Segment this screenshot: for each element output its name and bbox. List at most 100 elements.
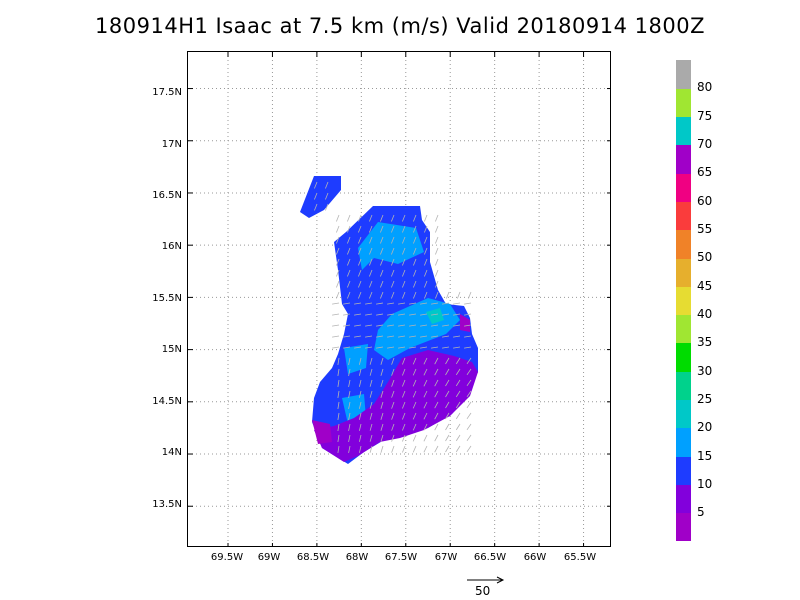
wind-vector — [387, 335, 395, 338]
wind-vector — [413, 280, 417, 288]
wind-vector — [376, 324, 384, 327]
wind-vector — [369, 258, 373, 266]
lat-label-14-5n: 14.5N — [152, 396, 182, 407]
wind-vector — [359, 379, 362, 387]
wind-vector — [420, 302, 428, 305]
wind-vector — [347, 236, 351, 244]
wind-vector — [380, 247, 384, 255]
colorbar-segment — [676, 484, 691, 514]
wind-vector — [402, 291, 406, 299]
wind-vector — [369, 412, 373, 420]
wind-vector — [347, 247, 351, 255]
wind-vector — [420, 335, 428, 338]
wind-vector — [337, 368, 340, 376]
wind-vector — [434, 445, 439, 453]
wind-vector — [391, 445, 395, 453]
wind-vector — [431, 313, 439, 316]
wind-vector — [348, 412, 351, 420]
wind-vector — [380, 412, 384, 420]
wind-vector — [423, 445, 428, 453]
wind-vector — [412, 379, 417, 387]
wind-vector — [434, 390, 439, 398]
wind-vector — [365, 346, 373, 349]
wind-vector — [402, 368, 406, 376]
wind-vector — [442, 335, 450, 338]
lon-label-69w: 69W — [257, 552, 281, 563]
colorbar-label-75: 75 — [697, 109, 713, 123]
wind-vector — [380, 434, 384, 442]
colorbar-segment — [676, 427, 691, 457]
wind-vector — [412, 357, 417, 365]
wind-vector — [464, 302, 472, 305]
wind-vector — [434, 357, 439, 365]
lat-label-13-5n: 13.5N — [152, 499, 182, 510]
colorbar-label-30: 30 — [697, 364, 713, 378]
wind-vector — [413, 236, 417, 244]
wind-vector — [455, 357, 461, 365]
wind-vector — [348, 423, 351, 431]
wind-vector — [337, 379, 340, 387]
wind-vector — [376, 302, 384, 305]
wind-vector — [435, 214, 439, 222]
colorbar — [676, 60, 691, 542]
wind-vector — [391, 280, 395, 288]
lat-label-17-5n: 17.5N — [152, 87, 182, 98]
wind-vector — [343, 313, 351, 316]
wind-vector — [380, 423, 384, 431]
wind-vector — [402, 269, 406, 277]
wind-vector — [402, 412, 406, 420]
wind-vector — [445, 379, 450, 387]
colorbar-label-10: 10 — [697, 477, 713, 491]
wind-vector — [380, 390, 384, 398]
wind-vector — [325, 203, 329, 211]
wind-vector — [380, 258, 384, 266]
wind-vector — [402, 379, 406, 387]
wind-vector — [445, 412, 450, 420]
wind-vector — [453, 302, 461, 305]
wind-vector — [453, 324, 461, 327]
wind-vector — [442, 302, 450, 305]
wind-vector — [423, 423, 428, 431]
lat-label-17n: 17N — [161, 139, 182, 150]
wind-vector — [420, 346, 428, 349]
map-title: 180914H1 Isaac at 7.5 km (m/s) Valid 201… — [95, 14, 705, 38]
wind-vector — [380, 225, 384, 233]
wind-vector — [391, 423, 395, 431]
wind-vector — [337, 423, 340, 431]
wind-vector — [336, 247, 340, 255]
wind-vector — [369, 280, 373, 288]
wind-vector — [369, 269, 373, 277]
colorbar-label-50: 50 — [697, 250, 713, 264]
wind-vector — [359, 434, 362, 442]
lat-label-14n: 14N — [161, 447, 182, 458]
wind-vector — [442, 313, 450, 316]
wind-vector — [337, 434, 340, 442]
wind-vector — [413, 258, 417, 266]
wind-vector — [468, 291, 472, 299]
wind-vector — [445, 423, 450, 431]
colorbar-segment — [676, 399, 691, 429]
colorbar-segment — [676, 456, 691, 485]
wind-vector — [398, 346, 406, 349]
wind-vector — [359, 357, 362, 365]
wind-vector — [336, 291, 340, 299]
wind-vector — [442, 324, 450, 327]
wind-vector — [380, 214, 384, 222]
field-patch-15-20-west — [344, 344, 368, 374]
wind-vector — [369, 225, 373, 233]
wind-vector — [359, 423, 362, 431]
wind-vector — [455, 423, 461, 431]
wind-vector — [409, 324, 417, 327]
wind-vector — [391, 357, 395, 365]
wind-vector — [391, 390, 395, 398]
wind-vector — [369, 368, 373, 376]
wind-vector — [354, 346, 362, 349]
field-patch-0-5-east — [460, 314, 470, 332]
wind-vector — [343, 324, 351, 327]
wind-vector — [359, 401, 362, 409]
colorbar-segment — [676, 173, 691, 202]
wind-vector — [455, 379, 461, 387]
wind-vector — [359, 390, 362, 398]
wind-vector — [464, 324, 472, 327]
wind-vector — [376, 346, 384, 349]
